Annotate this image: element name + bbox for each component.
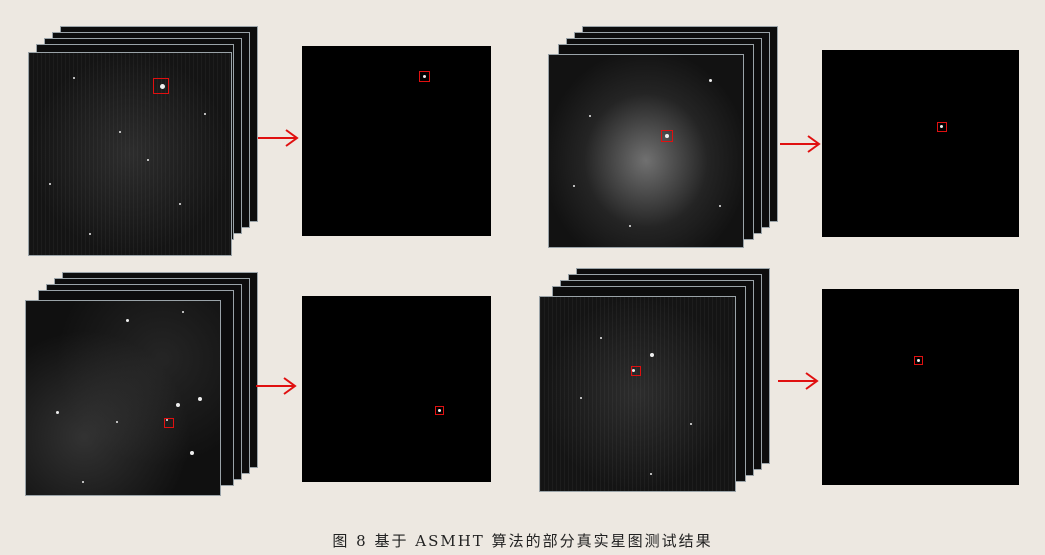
star (73, 77, 75, 79)
target-marker (435, 406, 444, 415)
star (665, 134, 669, 138)
star (119, 131, 121, 133)
star (166, 419, 168, 421)
star (49, 183, 51, 185)
star-image (539, 296, 736, 492)
star (190, 451, 194, 455)
star (198, 397, 202, 401)
star (629, 225, 631, 227)
star-image (25, 300, 221, 496)
target-marker (164, 418, 174, 428)
star (650, 473, 652, 475)
star (82, 481, 84, 483)
star (589, 115, 591, 117)
star (632, 369, 635, 372)
target-marker (419, 71, 430, 82)
arrow-icon (778, 372, 819, 390)
star (147, 159, 149, 161)
star (116, 421, 118, 423)
arrow-icon (780, 135, 821, 153)
figure-caption: 图 8 基于 ASMHT 算法的部分真实星图测试结果 (332, 532, 713, 550)
star (176, 403, 180, 407)
star (204, 113, 206, 115)
star (940, 125, 943, 128)
target-marker (937, 122, 947, 132)
arrow-icon (258, 129, 299, 147)
star (573, 185, 575, 187)
star (56, 411, 59, 414)
star (709, 79, 712, 82)
star (719, 205, 721, 207)
target-marker (914, 356, 923, 365)
star (160, 84, 165, 89)
star (179, 203, 181, 205)
arrow-icon (256, 377, 297, 395)
star-image (28, 52, 232, 256)
star (182, 311, 184, 313)
detection-result (822, 289, 1019, 485)
star-image (548, 54, 744, 248)
star (423, 75, 426, 78)
star (89, 233, 91, 235)
star (438, 409, 441, 412)
detection-result (302, 46, 491, 236)
detection-result (822, 50, 1019, 237)
target-marker (631, 366, 641, 376)
star (690, 423, 692, 425)
target-marker (153, 78, 169, 94)
detection-result (302, 296, 491, 482)
star (580, 397, 582, 399)
star (600, 337, 602, 339)
target-marker (661, 130, 673, 142)
star (917, 359, 920, 362)
star (126, 319, 129, 322)
star (650, 353, 654, 357)
